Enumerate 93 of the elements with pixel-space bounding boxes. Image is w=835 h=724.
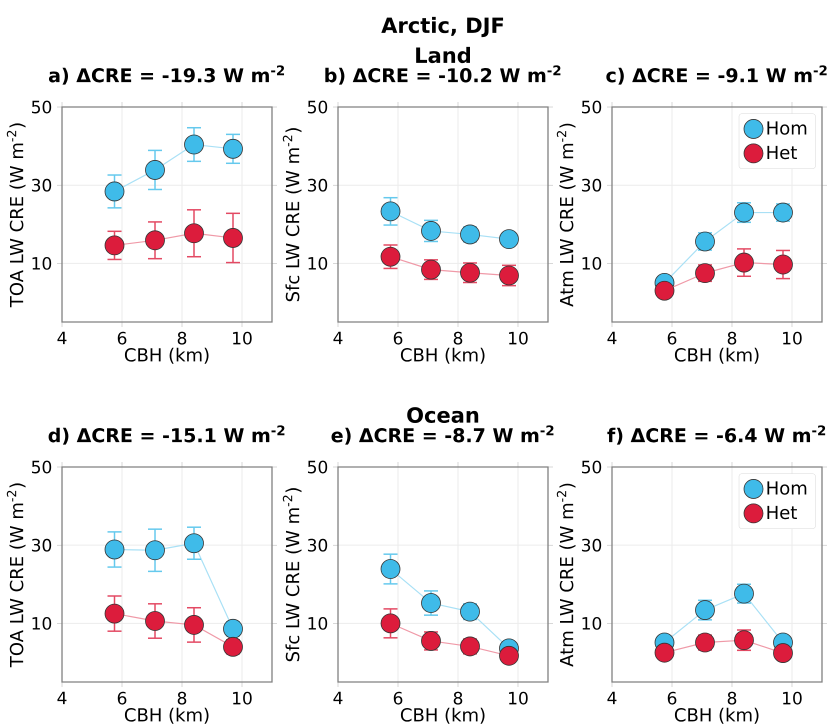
x-tick-label: 10: [783, 332, 802, 345]
x-tick-label: 4: [333, 332, 342, 344]
y-tick-label: 30: [582, 178, 602, 192]
x-tick-label: 10: [233, 332, 252, 345]
text: Land: [416, 46, 470, 64]
y-tick-label: 30: [32, 538, 52, 552]
x-tick-label: 8: [728, 692, 736, 705]
y-tick-label: 50: [582, 100, 602, 114]
chart-title: b) ΔCRE = -10.2 W m$^{-2}$: [325, 65, 560, 85]
chart-title: a) ΔCRE = -19.3 W m$^{-2}$: [48, 65, 284, 85]
point: [104, 540, 124, 560]
legend-label: Hom: [767, 481, 806, 495]
chart-title: e) ΔCRE = -8.7 W m$^{-2}$: [332, 425, 554, 445]
point: [223, 138, 243, 159]
point: [104, 235, 124, 256]
x-tick-label: 10: [783, 692, 802, 705]
y-tick-label: 10: [308, 256, 328, 270]
y-tick-label: 30: [582, 538, 602, 552]
y-axis-title: Atm LW CRE (W m$^{-2}$): [556, 124, 576, 307]
point: [223, 618, 243, 639]
point: [654, 642, 674, 663]
y-axis-title: Sfc LW CRE (W m$^{-2}$): [282, 128, 302, 302]
x-tick-label: 8: [454, 332, 462, 345]
x-tick-label: 8: [178, 332, 186, 345]
point: [145, 611, 165, 631]
point: [104, 182, 124, 202]
point: [145, 230, 165, 250]
point: [104, 604, 124, 624]
point: [499, 646, 519, 666]
y-axis-title: Atm LW CRE (W m$^{-2}$): [556, 484, 576, 667]
chart-title: f) ΔCRE = -6.4 W m$^{-2}$: [607, 425, 826, 445]
x-tick-label: 4: [607, 692, 616, 704]
point: [654, 280, 674, 301]
y-axis-title: TOA LW CRE (W m$^{-2}$): [6, 123, 26, 308]
point: [145, 160, 165, 180]
y-tick-label: 30: [308, 178, 328, 192]
legend-label: Het: [767, 146, 797, 160]
x-tick-label: 6: [118, 332, 126, 345]
x-tick-label: 6: [118, 692, 126, 705]
point: [184, 533, 204, 554]
legend-label: Het: [767, 506, 797, 520]
x-tick-label: 10: [233, 692, 252, 705]
point: [380, 613, 400, 634]
point: [380, 559, 400, 579]
x-tick-label: 6: [668, 332, 676, 345]
y-tick-label: 30: [32, 178, 52, 192]
chart-title: c) ΔCRE = -9.1 W m$^{-2}$: [606, 65, 827, 85]
x-tick-label: 10: [509, 332, 528, 345]
text: Arctic, DJF: [381, 16, 504, 38]
x-tick-label: 8: [178, 692, 186, 705]
y-tick-label: 10: [308, 616, 328, 630]
point: [223, 636, 243, 657]
x-tick-label: 10: [509, 692, 528, 705]
point: [380, 201, 400, 222]
x-tick-label: 4: [607, 332, 616, 344]
y-tick-label: 50: [582, 460, 602, 474]
x-tick-label: 6: [394, 332, 402, 345]
x-axis-title: CBH (km): [400, 708, 485, 724]
point: [499, 229, 519, 250]
text: Ocean: [407, 407, 478, 423]
y-tick-label: 10: [582, 256, 602, 270]
x-tick-label: 4: [57, 692, 66, 704]
point: [773, 643, 793, 663]
x-tick-label: 6: [394, 692, 402, 705]
x-tick-label: 6: [668, 692, 676, 705]
point: [145, 540, 165, 560]
y-axis-title: Sfc LW CRE (W m$^{-2}$): [282, 488, 302, 662]
point: [184, 223, 204, 244]
point: [184, 134, 204, 154]
y-tick-label: 10: [32, 256, 52, 270]
x-tick-label: 8: [728, 332, 736, 345]
y-tick-label: 50: [32, 100, 52, 114]
x-tick-label: 4: [333, 692, 342, 704]
point: [734, 252, 754, 272]
y-tick-label: 50: [308, 100, 328, 114]
y-tick-label: 30: [308, 538, 328, 552]
y-tick-label: 50: [32, 460, 52, 474]
x-axis-title: CBH (km): [674, 708, 759, 724]
y-tick-label: 50: [308, 460, 328, 474]
x-axis-title: CBH (km): [124, 708, 209, 724]
x-axis-title: CBH (km): [124, 348, 209, 364]
x-tick-label: 4: [57, 332, 66, 344]
x-tick-label: 8: [454, 692, 462, 705]
x-axis-title: CBH (km): [674, 348, 759, 364]
x-axis-title: CBH (km): [400, 348, 485, 364]
legend-label: Hom: [767, 121, 806, 135]
point: [184, 615, 204, 635]
chart-title: d) ΔCRE = -15.1 W m$^{-2}$: [48, 425, 284, 445]
y-tick-label: 10: [582, 616, 602, 630]
point: [773, 254, 793, 274]
y-axis-title: TOA LW CRE (W m$^{-2}$): [6, 483, 26, 668]
point: [223, 228, 243, 248]
y-tick-label: 10: [32, 616, 52, 630]
